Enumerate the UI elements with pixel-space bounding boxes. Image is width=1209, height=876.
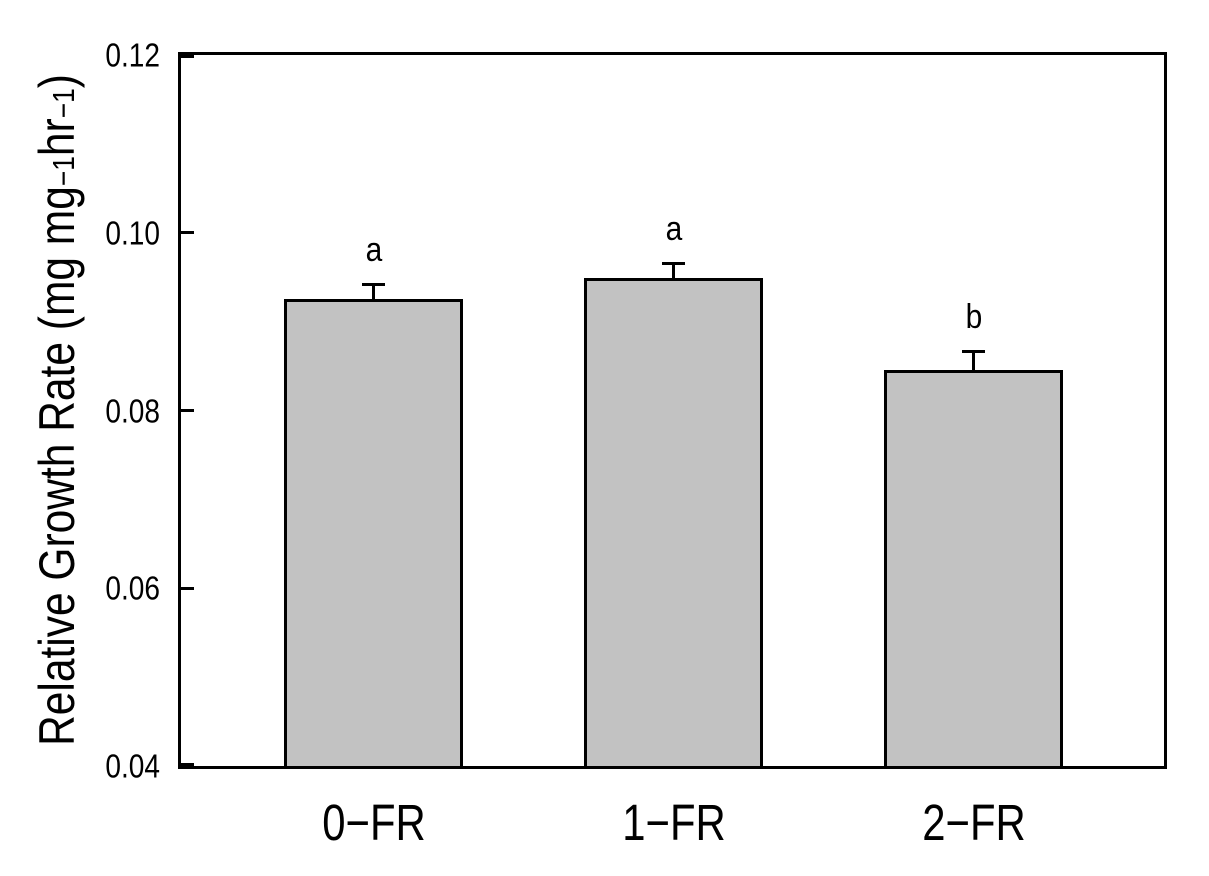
y-tick-mark <box>181 231 194 235</box>
y-axis-title-text: hr <box>29 118 85 157</box>
significance-letter: b <box>965 298 982 337</box>
y-axis-title-text: Relative Growth Rate (mg mg <box>29 186 85 746</box>
x-category-label: 0−FR <box>321 794 426 851</box>
y-tick-label: 0.04 <box>105 747 160 785</box>
x-category-label: 2−FR <box>921 794 1026 851</box>
bar <box>884 369 1063 766</box>
y-tick-mark <box>181 763 194 766</box>
y-tick-mark <box>181 586 194 590</box>
error-bar-line <box>372 282 375 299</box>
y-tick-label: 0.08 <box>105 392 160 429</box>
y-tick-label: 0.10 <box>105 214 160 252</box>
error-bar-cap <box>662 262 685 266</box>
error-bar-line <box>672 262 675 279</box>
y-tick-label: 0.12 <box>105 36 160 74</box>
x-category-label: 1−FR <box>621 794 726 851</box>
y-tick-mark <box>181 409 194 412</box>
significance-letter: a <box>665 210 682 249</box>
plot-area: a a b <box>178 52 1167 769</box>
error-bar-cap <box>362 282 385 286</box>
y-axis-title-superscript: −1 <box>46 88 81 119</box>
y-axis-title-text: ) <box>29 74 85 89</box>
bar <box>284 298 463 766</box>
y-tick-label: 0.06 <box>105 569 160 607</box>
error-bar-cap <box>962 350 985 354</box>
y-tick-mark <box>181 55 194 58</box>
significance-letter: a <box>365 230 382 269</box>
y-axis-title-superscript: −1 <box>46 156 81 187</box>
bar <box>584 278 763 766</box>
error-bar-line <box>972 350 975 370</box>
